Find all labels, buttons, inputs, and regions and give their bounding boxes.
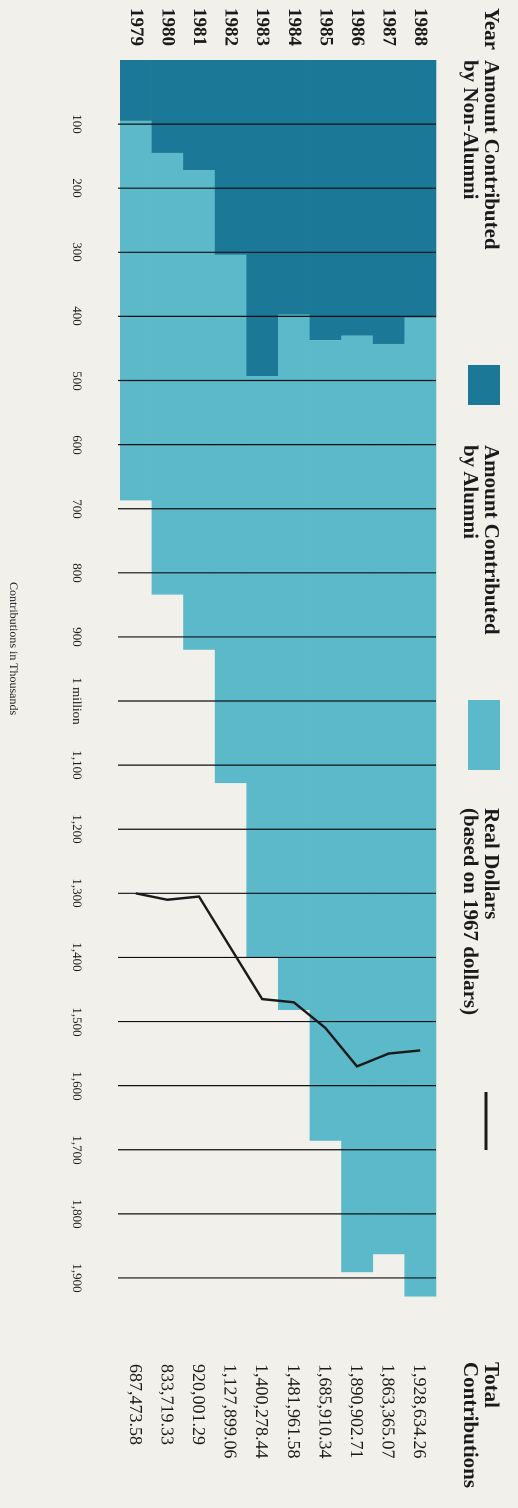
y-tick-label: 400 bbox=[70, 306, 85, 327]
bar-segment bbox=[246, 60, 279, 377]
total-label: 833,719.33 bbox=[157, 1364, 178, 1445]
legend-label: Amount Contributed by Non-Alumni bbox=[459, 60, 504, 250]
bar-segment bbox=[278, 60, 310, 315]
bar-segment bbox=[246, 376, 279, 958]
y-tick-label: 300 bbox=[70, 242, 85, 263]
y-tick-label: 100 bbox=[70, 114, 85, 134]
total-label: 1,685,910.34 bbox=[315, 1364, 336, 1459]
bar-segment bbox=[151, 60, 184, 153]
y-tick-label: 1 million bbox=[70, 677, 85, 725]
bar-segment bbox=[278, 314, 310, 1010]
y-tick-label: 500 bbox=[70, 370, 85, 391]
x-header: Year bbox=[480, 8, 504, 50]
legend-swatch bbox=[468, 700, 500, 770]
year-label: 1979 bbox=[125, 8, 147, 46]
total-label: 920,001.29 bbox=[189, 1364, 209, 1445]
y-tick-label: 800 bbox=[70, 563, 85, 583]
y-tick-label: 200 bbox=[70, 178, 85, 198]
bar-segment bbox=[372, 343, 405, 1255]
bar-segment bbox=[151, 152, 184, 595]
bar-segment bbox=[214, 254, 247, 784]
bar-segment bbox=[214, 60, 247, 255]
legend-label: Amount Contributed by Alumni bbox=[459, 445, 504, 635]
total-label: 1,400,278.44 bbox=[252, 1364, 273, 1459]
bar-segment bbox=[120, 60, 152, 121]
year-label: 1981 bbox=[189, 8, 210, 46]
bar-segment bbox=[309, 60, 342, 341]
legend-swatch bbox=[468, 365, 500, 405]
y-tick-label: 900 bbox=[70, 627, 85, 647]
totals-header: Total Contributions bbox=[459, 1362, 504, 1489]
bar-segment bbox=[183, 170, 216, 650]
year-label: 1985 bbox=[315, 8, 337, 46]
total-label: 1,481,961.58 bbox=[283, 1364, 304, 1459]
year-label: 1987 bbox=[378, 8, 400, 46]
y-tick-label: 1,600 bbox=[70, 1071, 85, 1101]
total-label: 1,928,634.26 bbox=[410, 1364, 431, 1459]
bar-segment bbox=[372, 60, 405, 344]
y-tick-label: 1,100 bbox=[70, 750, 85, 780]
year-label: 1983 bbox=[252, 8, 274, 46]
y-tick-label: 1,400 bbox=[70, 942, 85, 973]
bar-segment bbox=[309, 340, 342, 1141]
bar-segment bbox=[183, 60, 216, 171]
line-series bbox=[135, 892, 421, 1068]
y-tick-label: 1,700 bbox=[70, 1135, 85, 1165]
year-label: 1980 bbox=[157, 8, 179, 46]
bar-segment bbox=[404, 60, 437, 318]
bar-segment bbox=[120, 120, 152, 501]
bar-segment bbox=[341, 335, 374, 1273]
year-label: 1982 bbox=[220, 8, 242, 46]
total-label: 687,473.58 bbox=[125, 1364, 146, 1445]
y-tick-label: 1,300 bbox=[70, 878, 85, 908]
y-tick-label: 1,200 bbox=[70, 814, 85, 844]
total-label: 1,127,899.06 bbox=[220, 1364, 241, 1459]
y-tick-label: 1,800 bbox=[70, 1199, 85, 1229]
total-label: 1,863,365.07 bbox=[378, 1364, 399, 1459]
year-label: 1988 bbox=[410, 8, 432, 46]
legend-label: Real Dollars (based on 1967 dollars) bbox=[459, 808, 504, 1016]
y-tick-label: 700 bbox=[70, 498, 85, 519]
y-tick-label: 600 bbox=[70, 434, 85, 455]
total-label: 1,890,902.71 bbox=[347, 1364, 367, 1459]
bar-segment bbox=[404, 317, 437, 1297]
axis-title: Contributions in Thousands bbox=[7, 582, 21, 716]
year-label: 1986 bbox=[347, 8, 368, 46]
bar-segment bbox=[341, 60, 374, 336]
y-tick-label: 1,900 bbox=[70, 1263, 85, 1293]
year-label: 1984 bbox=[283, 8, 305, 46]
y-tick-label: 1,500 bbox=[70, 1006, 85, 1037]
